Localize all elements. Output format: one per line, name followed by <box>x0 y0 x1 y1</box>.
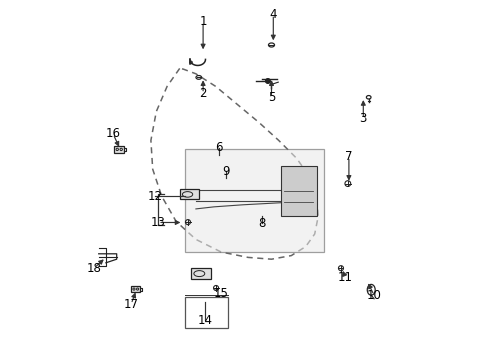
Text: 5: 5 <box>267 91 275 104</box>
Text: 17: 17 <box>123 298 138 311</box>
Text: 14: 14 <box>197 314 212 327</box>
Bar <box>185 149 323 252</box>
Text: 3: 3 <box>359 112 366 125</box>
Text: 1: 1 <box>199 15 206 28</box>
Text: 4: 4 <box>269 8 277 21</box>
Circle shape <box>265 79 270 83</box>
Text: 7: 7 <box>345 150 352 163</box>
Text: 10: 10 <box>366 289 381 302</box>
Text: 15: 15 <box>213 287 228 300</box>
Bar <box>280 166 316 216</box>
Text: 11: 11 <box>337 271 352 284</box>
Text: 13: 13 <box>150 216 165 229</box>
Bar <box>180 189 199 199</box>
Text: 12: 12 <box>147 190 163 203</box>
Text: 2: 2 <box>199 87 206 100</box>
Bar <box>131 286 140 292</box>
Text: 6: 6 <box>215 141 223 154</box>
Bar <box>114 146 124 153</box>
Text: 18: 18 <box>86 262 101 275</box>
Text: 8: 8 <box>258 217 265 230</box>
Bar <box>191 268 211 279</box>
Bar <box>185 297 228 328</box>
Text: 16: 16 <box>105 127 121 140</box>
Text: 9: 9 <box>223 165 230 177</box>
